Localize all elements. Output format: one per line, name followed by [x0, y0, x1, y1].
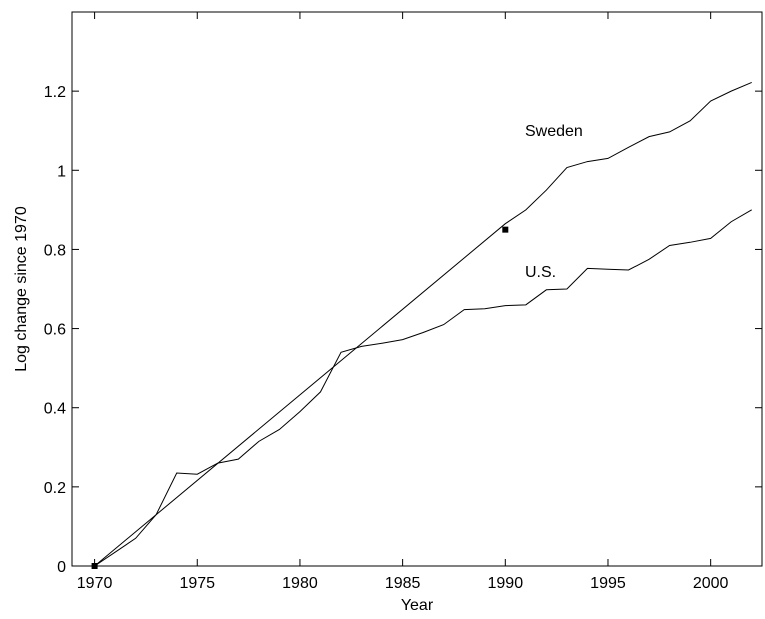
point-marker: [91, 563, 98, 569]
x-tick-label: 2000: [693, 575, 729, 592]
series-annotation: U.S.: [525, 264, 556, 281]
x-tick-label: 1990: [488, 575, 524, 592]
y-tick-label: 1: [57, 163, 66, 180]
y-tick-label: 1.2: [44, 84, 66, 101]
point-marker: [502, 226, 509, 233]
x-tick-label: 1970: [77, 575, 113, 592]
x-tick-label: 1985: [385, 575, 421, 592]
plot-frame: [71, 11, 763, 567]
y-axis-label: Log change since 1970: [13, 206, 30, 372]
series-line: [94, 209, 752, 567]
x-tick-label: 1995: [590, 575, 626, 592]
series-annotation: Sweden: [525, 123, 583, 140]
x-tick-label: 1980: [282, 575, 318, 592]
y-tick-label: 0.4: [44, 401, 66, 418]
y-tick-label: 0.8: [44, 242, 66, 259]
y-tick-label: 0.6: [44, 322, 66, 339]
y-tick-label: 0: [57, 559, 66, 576]
x-axis-label: Year: [401, 597, 434, 614]
series-line: [94, 81, 752, 567]
x-tick-label: 1975: [179, 575, 215, 592]
y-tick-label: 0.2: [44, 480, 66, 497]
